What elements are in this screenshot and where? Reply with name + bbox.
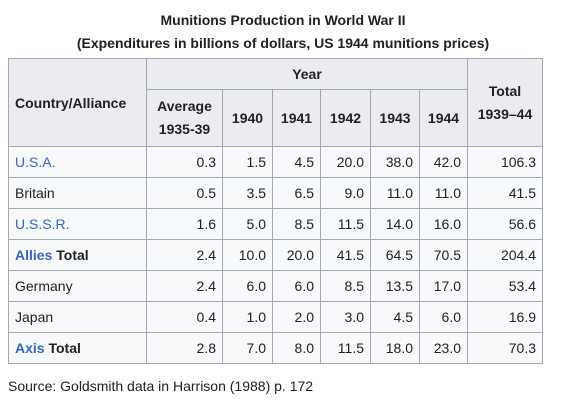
table-cell: 6.5 xyxy=(272,177,321,209)
table-cell: 16.0 xyxy=(419,208,468,240)
table-cell: 11.5 xyxy=(320,332,371,364)
table-cell: 6.0 xyxy=(222,270,273,302)
country-link-usa[interactable]: U.S.A. xyxy=(8,146,147,178)
header-total: Total 1939–44 xyxy=(467,58,543,147)
table-cell: 11.0 xyxy=(419,177,468,209)
table-cell: 41.5 xyxy=(320,239,371,271)
header-average: Average 1935-39 xyxy=(146,89,223,147)
header-average-line1: Average xyxy=(157,98,212,114)
table-cell: 38.0 xyxy=(370,146,420,178)
table-cell: 2.0 xyxy=(272,301,321,333)
table-cell: 2.4 xyxy=(146,270,223,302)
table-cell: 7.0 xyxy=(222,332,273,364)
table-title: Munitions Production in World War II xyxy=(160,12,406,28)
table-cell: 9.0 xyxy=(320,177,371,209)
alliance-link-allies[interactable]: Allies xyxy=(15,247,53,263)
munitions-table: Country/Alliance Year Total 1939–44 Aver… xyxy=(8,58,543,364)
country-name: Britain xyxy=(8,177,147,209)
header-average-line2: 1935-39 xyxy=(158,121,211,137)
table-cell: 64.5 xyxy=(370,239,420,271)
header-year: 1942 xyxy=(320,89,371,147)
table-cell: 3.5 xyxy=(222,177,273,209)
table-cell: 11.5 xyxy=(320,208,371,240)
table-cell: 0.4 xyxy=(146,301,223,333)
table-cell: 23.0 xyxy=(419,332,468,364)
total-label: Total xyxy=(48,340,81,356)
table-cell: 1.6 xyxy=(146,208,223,240)
table-cell: 11.0 xyxy=(370,177,420,209)
header-year: 1940 xyxy=(222,89,273,147)
table-cell: 41.5 xyxy=(467,177,543,209)
alliance-total-label: Allies Total xyxy=(8,239,147,271)
table-row: Britain 0.5 3.5 6.5 9.0 11.0 11.0 41.5 xyxy=(8,177,543,209)
table-cell: 2.4 xyxy=(146,239,223,271)
table-cell: 16.9 xyxy=(467,301,543,333)
table-cell: 5.0 xyxy=(222,208,273,240)
table-cell: 2.8 xyxy=(146,332,223,364)
table-cell: 20.0 xyxy=(320,146,371,178)
alliance-total-label: Axis Total xyxy=(8,332,147,364)
table-row: Japan 0.4 1.0 2.0 3.0 4.5 6.0 16.9 xyxy=(8,301,543,333)
table-cell: 106.3 xyxy=(467,146,543,178)
country-link-ussr[interactable]: U.S.S.R. xyxy=(8,208,147,240)
country-name: Japan xyxy=(8,301,147,333)
table-cell: 17.0 xyxy=(419,270,468,302)
table-cell: 70.5 xyxy=(419,239,468,271)
table-cell: 0.3 xyxy=(146,146,223,178)
table-row-total: Axis Total 2.8 7.0 8.0 11.5 18.0 23.0 70… xyxy=(8,332,543,364)
header-country: Country/Alliance xyxy=(8,58,147,147)
country-name: Germany xyxy=(8,270,147,302)
table-cell: 13.5 xyxy=(370,270,420,302)
header-year-group: Year xyxy=(146,58,468,90)
table-cell: 8.0 xyxy=(272,332,321,364)
header-year: 1944 xyxy=(419,89,468,147)
table-row: Germany 2.4 6.0 6.0 8.5 13.5 17.0 53.4 xyxy=(8,270,543,302)
table-cell: 6.0 xyxy=(419,301,468,333)
header-total-line2: 1939–44 xyxy=(477,105,533,122)
table-cell: 53.4 xyxy=(467,270,543,302)
table-cell: 4.5 xyxy=(370,301,420,333)
table-cell: 10.0 xyxy=(222,239,273,271)
table-cell: 70.3 xyxy=(467,332,543,364)
table-cell: 14.0 xyxy=(370,208,420,240)
table-cell: 8.5 xyxy=(272,208,321,240)
table-cell: 42.0 xyxy=(419,146,468,178)
total-label: Total xyxy=(56,247,89,263)
table-cell: 3.0 xyxy=(320,301,371,333)
table-cell: 18.0 xyxy=(370,332,420,364)
table-row: U.S.A. 0.3 1.5 4.5 20.0 38.0 42.0 106.3 xyxy=(8,146,543,178)
header-year: 1941 xyxy=(272,89,321,147)
table-cell: 8.5 xyxy=(320,270,371,302)
table-cell: 1.0 xyxy=(222,301,273,333)
table-cell: 204.4 xyxy=(467,239,543,271)
table-caption: Munitions Production in World War II (Ex… xyxy=(0,9,566,55)
table-cell: 6.0 xyxy=(272,270,321,302)
header-year: 1943 xyxy=(370,89,420,147)
table-row-total: Allies Total 2.4 10.0 20.0 41.5 64.5 70.… xyxy=(8,239,543,271)
table-row: U.S.S.R. 1.6 5.0 8.5 11.5 14.0 16.0 56.6 xyxy=(8,208,543,240)
table-cell: 4.5 xyxy=(272,146,321,178)
source-note: Source: Goldsmith data in Harrison (1988… xyxy=(8,378,314,394)
table-cell: 20.0 xyxy=(272,239,321,271)
table-cell: 0.5 xyxy=(146,177,223,209)
header-total-line1: Total xyxy=(488,82,522,99)
table-cell: 56.6 xyxy=(467,208,543,240)
alliance-link-axis[interactable]: Axis xyxy=(15,340,45,356)
table-cell: 1.5 xyxy=(222,146,273,178)
table-subtitle: (Expenditures in billions of dollars, US… xyxy=(76,35,490,51)
